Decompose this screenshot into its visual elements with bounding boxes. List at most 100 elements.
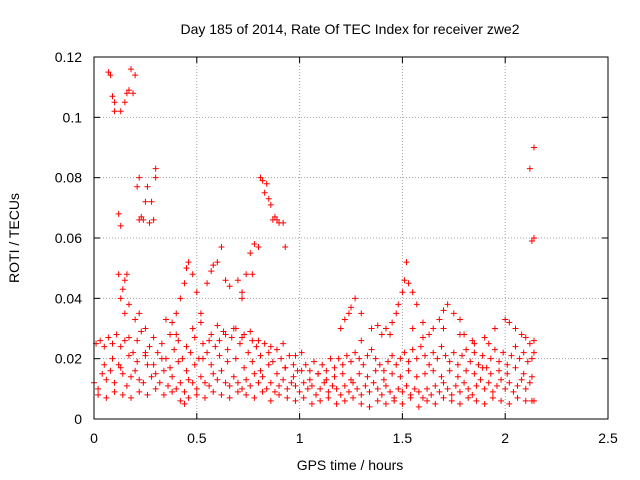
data-point <box>282 364 289 371</box>
data-point <box>103 394 110 401</box>
data-point <box>224 358 231 365</box>
data-point <box>465 394 472 401</box>
data-point <box>298 349 305 356</box>
data-point <box>298 367 305 374</box>
x-tick-labels: 0 0.5 1 1.5 2 2.5 <box>90 430 618 446</box>
data-point <box>405 358 412 365</box>
data-point <box>111 99 118 106</box>
data-point <box>491 346 498 353</box>
data-point <box>183 343 190 350</box>
data-point <box>391 397 398 404</box>
data-point <box>202 394 209 401</box>
y-tick-label: 0.04 <box>55 290 82 306</box>
data-point <box>280 219 287 226</box>
data-point <box>181 400 188 407</box>
data-point <box>310 358 317 365</box>
data-point <box>530 144 537 151</box>
data-point <box>471 340 478 347</box>
data-point <box>160 367 167 374</box>
data-point <box>160 391 167 398</box>
data-point <box>214 322 221 329</box>
data-point <box>185 376 192 383</box>
data-point <box>152 174 159 181</box>
data-point <box>366 388 373 395</box>
data-point <box>393 361 400 368</box>
data-point <box>249 337 256 344</box>
data-point <box>450 310 457 317</box>
y-tick-label: 0.08 <box>55 170 82 186</box>
data-point <box>290 361 297 368</box>
data-point <box>214 376 221 383</box>
data-point <box>401 277 408 284</box>
data-point <box>150 361 157 368</box>
data-point <box>123 271 130 278</box>
data-point <box>296 388 303 395</box>
data-point <box>107 367 114 374</box>
data-point <box>111 379 118 386</box>
data-point <box>251 394 258 401</box>
data-point <box>273 346 280 353</box>
data-point <box>185 259 192 266</box>
data-point <box>432 382 439 389</box>
data-point <box>440 394 447 401</box>
data-point <box>204 280 211 287</box>
data-point <box>140 379 147 386</box>
data-point <box>454 373 461 380</box>
data-point <box>199 340 206 347</box>
data-point <box>234 277 241 284</box>
data-point <box>259 373 266 380</box>
data-point <box>278 355 285 362</box>
data-point <box>214 259 221 266</box>
y-axis-label: ROTI / TECUs <box>6 193 22 283</box>
data-point <box>105 69 112 76</box>
data-point <box>111 108 118 115</box>
data-point <box>261 340 268 347</box>
data-point <box>475 361 482 368</box>
data-point <box>358 310 365 317</box>
data-point <box>325 388 332 395</box>
data-point <box>130 90 137 97</box>
data-point <box>360 361 367 368</box>
data-point <box>358 400 365 407</box>
data-point <box>150 334 157 341</box>
data-point <box>169 319 176 326</box>
data-point <box>374 397 381 404</box>
data-point <box>325 394 332 401</box>
data-point <box>115 361 122 368</box>
data-point <box>368 346 375 353</box>
data-point <box>121 337 128 344</box>
data-point <box>146 219 153 226</box>
data-point <box>345 388 352 395</box>
data-point <box>261 189 268 196</box>
data-point <box>403 259 410 266</box>
data-point <box>267 343 274 350</box>
data-point <box>183 367 190 374</box>
data-point <box>321 379 328 386</box>
data-point <box>372 355 379 362</box>
data-point <box>117 295 124 302</box>
data-point <box>405 367 412 374</box>
data-point <box>189 325 196 332</box>
data-point <box>378 391 385 398</box>
data-point <box>119 286 126 293</box>
data-point <box>218 391 225 398</box>
data-point <box>487 355 494 362</box>
data-point <box>136 376 143 383</box>
data-point <box>273 216 280 223</box>
data-point <box>456 400 463 407</box>
data-point <box>119 370 126 377</box>
data-point <box>251 241 258 248</box>
data-point <box>290 373 297 380</box>
data-point <box>444 301 451 308</box>
data-point <box>292 352 299 359</box>
data-point <box>481 400 488 407</box>
data-point <box>132 367 139 374</box>
data-point <box>187 349 194 356</box>
data-point <box>123 382 130 389</box>
data-point <box>144 183 151 190</box>
data-point <box>493 382 500 389</box>
data-point <box>269 358 276 365</box>
data-point <box>471 370 478 377</box>
data-point <box>228 334 235 341</box>
data-point <box>183 265 190 272</box>
